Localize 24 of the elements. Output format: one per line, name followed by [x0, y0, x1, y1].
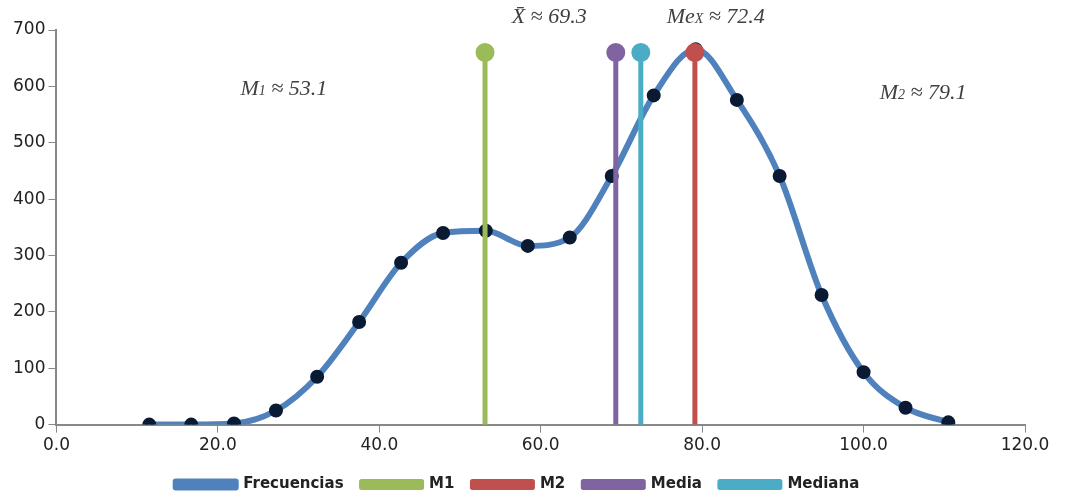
text: X̄ ≈ 69.3: [510, 3, 587, 29]
x-tick-label: 120.0: [1000, 434, 1050, 455]
legend-label: M1: [429, 474, 455, 493]
y-tick-label: 100: [12, 356, 46, 377]
x-tick-label: 100.0: [839, 434, 888, 455]
text: MeX ≈ 72.4: [665, 3, 765, 29]
y-tick-label: 300: [12, 243, 46, 264]
y-tick-label: 500: [12, 131, 46, 152]
annotation: M1 ≈ 53.1: [239, 74, 328, 100]
y-tick-label: 0: [34, 413, 46, 434]
y-tick-label: 600: [12, 74, 46, 95]
x-tick-label: 0.0: [42, 434, 70, 455]
legend-label: Mediana: [787, 474, 860, 493]
legend-label: Media: [650, 474, 702, 493]
x-tick-label: 40.0: [360, 434, 399, 455]
y-tick-label: 700: [12, 18, 46, 39]
x-tick-label: 60.0: [521, 434, 560, 455]
y-tick-label: 200: [12, 300, 46, 321]
legend-label: M2: [539, 474, 566, 493]
y-tick-label: 400: [12, 187, 46, 208]
x-tick-label: 20.0: [198, 434, 237, 455]
x-tick-label: 80.0: [683, 434, 722, 455]
annotation: M2 ≈ 79.1: [878, 79, 967, 105]
legend-label: Frecuencias: [243, 474, 344, 493]
